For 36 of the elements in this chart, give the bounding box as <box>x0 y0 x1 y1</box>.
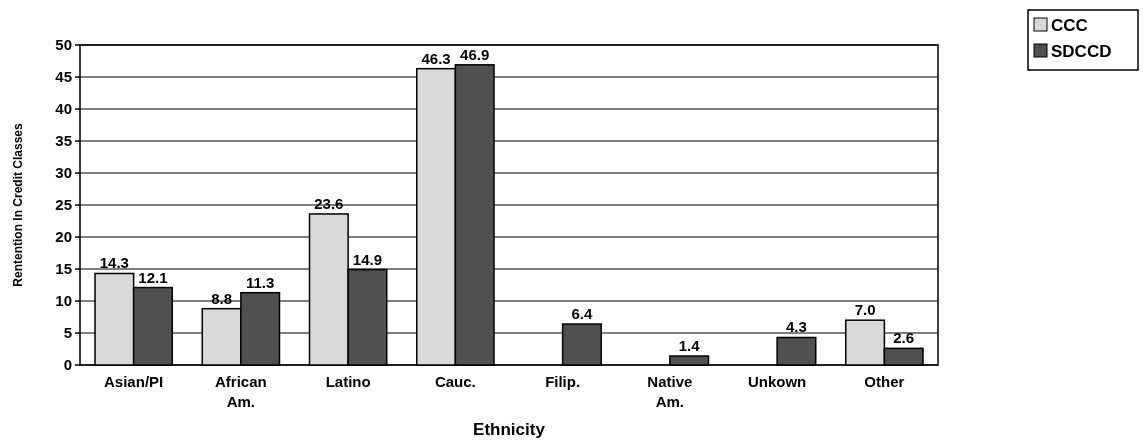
data-label: 12.1 <box>138 268 168 286</box>
x-axis-title: Ethnicity <box>473 420 546 439</box>
y-tick-label: 25 <box>55 196 72 214</box>
y-tick-label: 45 <box>55 68 72 86</box>
data-label: 11.3 <box>245 273 275 291</box>
y-tick-label: 50 <box>55 36 72 54</box>
data-label: 8.8 <box>211 289 232 307</box>
x-tick-label: Cauc. <box>434 373 476 390</box>
data-label: 7.0 <box>854 301 876 319</box>
data-label: 2.6 <box>893 329 915 347</box>
x-tick-label: Latino <box>325 373 371 390</box>
y-axis-title: Rentention In Credit Classes <box>11 123 25 287</box>
x-tick-label: Asian/PI <box>104 373 164 390</box>
x-tick-label: Other <box>864 373 905 390</box>
data-label: 46.9 <box>460 45 490 63</box>
data-label: 14.9 <box>352 250 383 268</box>
x-tick-label: African Am. <box>215 373 267 410</box>
x-tick-label: Unkown <box>747 373 807 390</box>
y-tick-label: 0 <box>63 356 72 374</box>
y-tick-label: 30 <box>55 164 72 182</box>
data-label: 14.3 <box>99 254 129 272</box>
legend-label: SDCCD <box>1051 41 1112 61</box>
x-tick-label: Filip. <box>545 373 581 390</box>
y-tick-label: 10 <box>55 292 72 310</box>
y-tick-label: 20 <box>55 228 72 246</box>
data-label: 46.3 <box>421 49 451 67</box>
data-label: 1.4 <box>678 337 701 355</box>
legend-label: CCC <box>1051 15 1088 35</box>
data-label: 23.6 <box>314 194 344 212</box>
x-tick-label: Native Am. <box>647 373 693 410</box>
data-label: 6.4 <box>571 305 594 323</box>
data-label: 4.3 <box>786 318 807 336</box>
y-tick-label: 15 <box>55 260 72 278</box>
y-tick-label: 35 <box>55 132 72 150</box>
y-tick-label: 40 <box>55 100 72 118</box>
y-tick-label: 5 <box>63 324 72 342</box>
